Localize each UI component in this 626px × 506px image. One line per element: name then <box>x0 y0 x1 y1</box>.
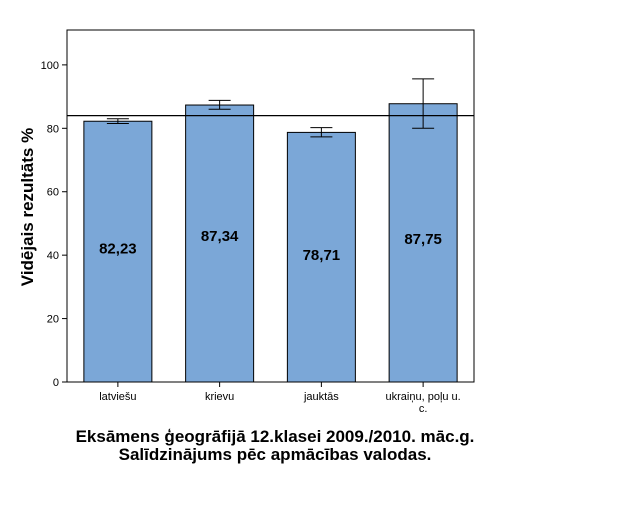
data-label: 87,34 <box>201 228 239 245</box>
data-label: 87,75 <box>404 231 442 248</box>
chart-title: Eksāmens ģeogrāfijā 12.klasei 2009./2010… <box>75 427 475 464</box>
x-tick-label: krievu <box>205 391 234 403</box>
data-label: 82,23 <box>99 241 137 258</box>
y-tick-label: 0 <box>53 377 59 389</box>
y-axis-label: Vidējais rezultāts % <box>18 128 37 286</box>
data-label: 78,71 <box>303 247 341 264</box>
x-tick-label: jauktās <box>303 391 339 403</box>
y-tick-label: 100 <box>41 60 59 72</box>
x-tick-label: ukraiņu, poļu u. c. <box>386 391 461 415</box>
y-tick-label: 60 <box>47 187 59 199</box>
y-tick-label: 20 <box>47 314 59 326</box>
plot-frame <box>66 29 475 383</box>
y-tick-label: 80 <box>47 123 59 135</box>
y-tick-label: 40 <box>47 250 59 262</box>
x-tick-label: latviešu <box>99 391 136 403</box>
bar <box>388 103 458 383</box>
bar <box>185 104 255 383</box>
